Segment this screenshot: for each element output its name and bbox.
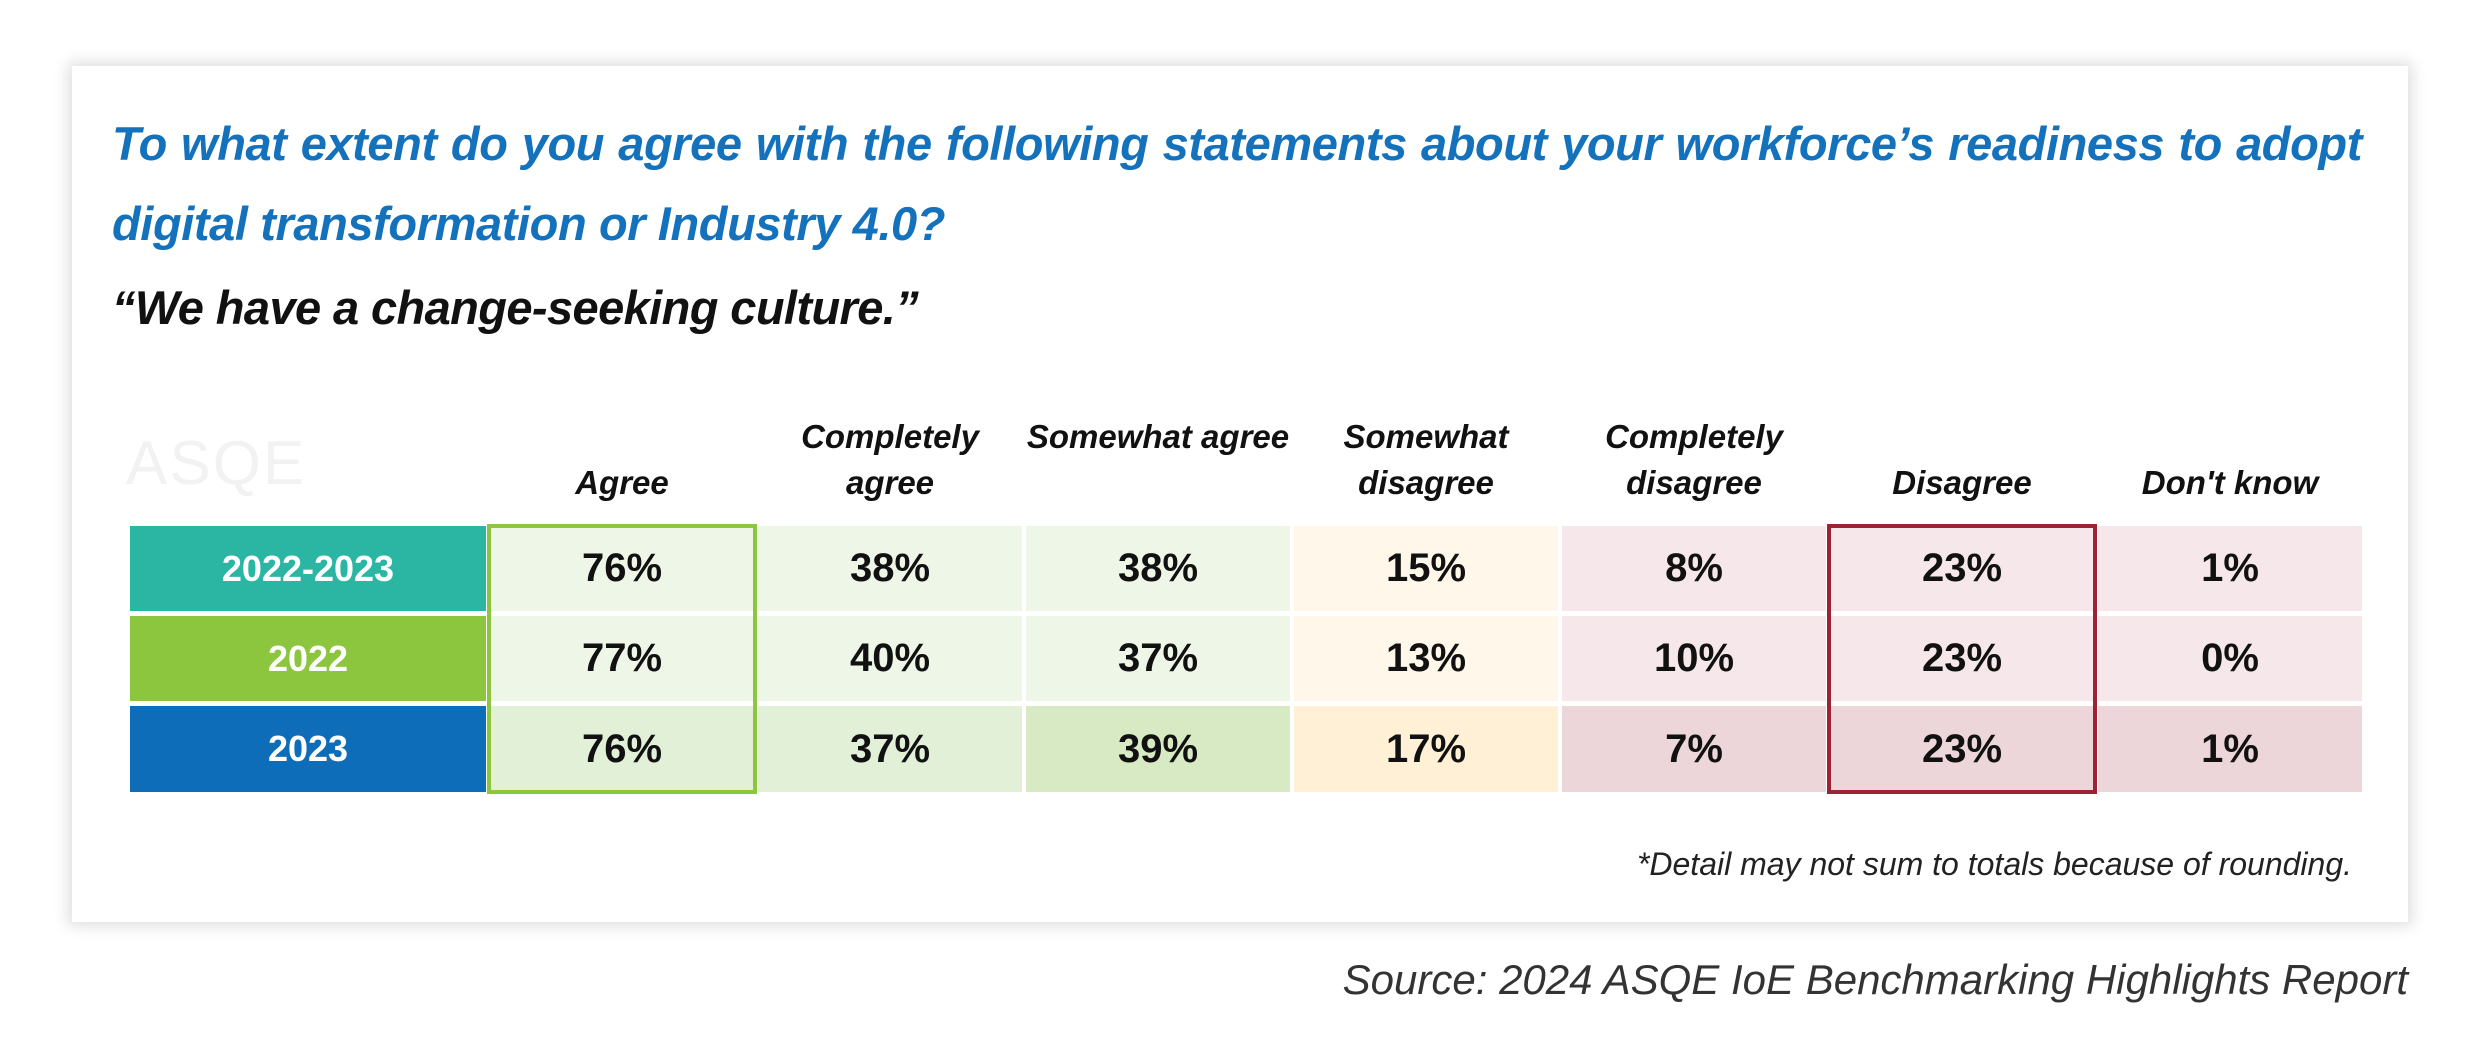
table-cell: 23% (1830, 526, 2094, 611)
asqe-watermark-logo: ASQE (126, 429, 307, 498)
table-cell: 23% (1830, 706, 2094, 792)
row-label-2023: 2023 (130, 706, 486, 792)
table-cell: 8% (1562, 526, 1826, 611)
table-cell: 13% (1294, 616, 1558, 701)
chart-question: To what extent do you agree with the fol… (112, 117, 2362, 250)
column-header-dont-know: Don't know (2141, 464, 2319, 501)
table-cell: 40% (758, 616, 1022, 701)
table-cell: 77% (490, 616, 754, 701)
table-cell: 1% (2098, 526, 2362, 611)
chart-statement: “We have a change-seeking culture.” (112, 281, 919, 334)
table-cell: 37% (1026, 616, 1290, 701)
source-citation: Source: 2024 ASQE IoE Benchmarking Highl… (1342, 956, 2408, 1003)
column-header-completely-disagree: Completely disagree (1605, 418, 1783, 501)
table-cell: 7% (1562, 706, 1826, 792)
table-cell: 23% (1830, 616, 2094, 701)
table-cell: 15% (1294, 526, 1558, 611)
rounding-footnote: *Detail may not sum to totals because of… (1636, 846, 2352, 882)
table-cell: 0% (2098, 616, 2362, 701)
table-cell: 76% (490, 526, 754, 611)
table-cell: 76% (490, 706, 754, 792)
column-header-disagree: Disagree (1892, 464, 2032, 501)
row-label-2022-2023: 2022-2023 (130, 526, 486, 611)
disagree-column-highlight (1827, 524, 2097, 794)
table-cell: 10% (1562, 616, 1826, 701)
table-cell: 38% (1026, 526, 1290, 611)
column-header-somewhat-agree: Somewhat agree (1026, 418, 1290, 455)
column-header-completely-agree: Completely agree (801, 418, 979, 501)
table-cell: 17% (1294, 706, 1558, 792)
table-cell: 1% (2098, 706, 2362, 792)
column-header-agree: Agree (575, 464, 669, 501)
table-cell: 38% (758, 526, 1022, 611)
column-header-somewhat-disagree: Somewhat disagree (1343, 418, 1509, 501)
agree-column-highlight (487, 524, 757, 794)
row-label-2022: 2022 (130, 616, 486, 701)
table-cell: 39% (1026, 706, 1290, 792)
table-cell: 37% (758, 706, 1022, 792)
